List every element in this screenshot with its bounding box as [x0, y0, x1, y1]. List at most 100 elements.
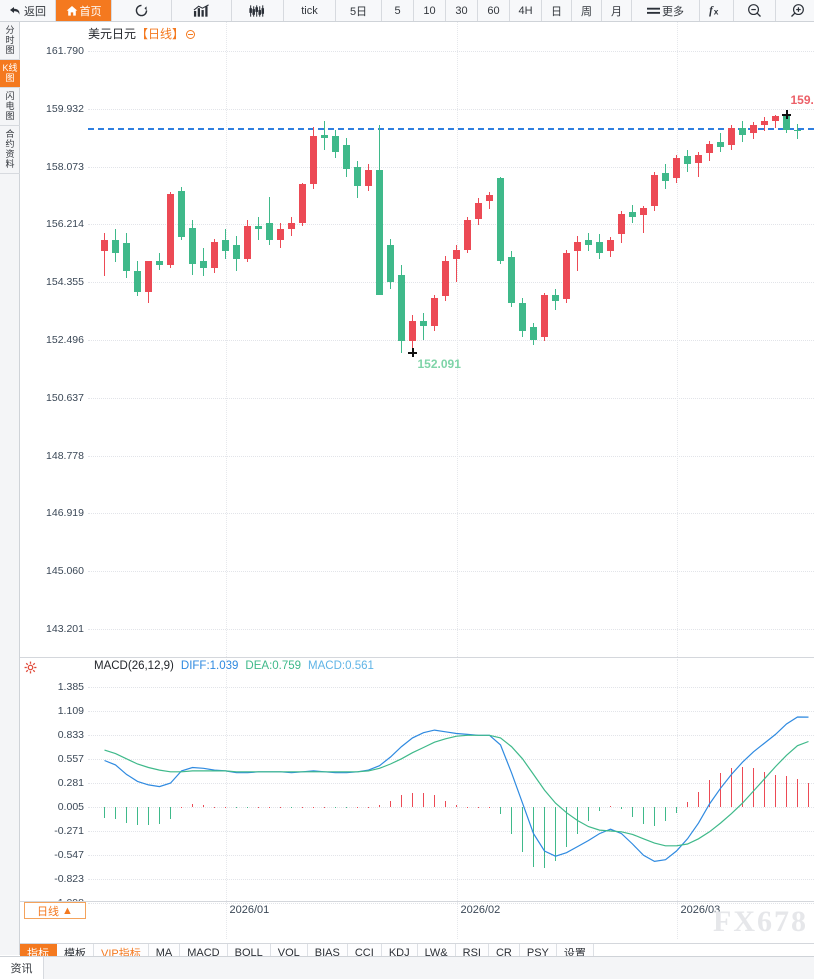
macd-histogram-bar: [400, 795, 403, 808]
function-button[interactable]: f x: [700, 0, 734, 21]
grid-line: [88, 807, 814, 809]
candlestick: [717, 22, 724, 658]
candle-body: [442, 260, 449, 297]
candlestick: [541, 22, 548, 658]
indicator-chart-button[interactable]: [172, 0, 232, 21]
tb-item-5day[interactable]: 5日: [336, 0, 382, 21]
macd-histogram-bar: [763, 771, 766, 808]
candlestick: [222, 22, 229, 658]
sidebar-item-contract-info[interactable]: 合约资料: [0, 126, 20, 174]
macd-histogram-bar: [103, 807, 106, 818]
macd-histogram-bar: [521, 807, 524, 852]
home-button[interactable]: 首页: [56, 0, 112, 21]
candlestick: [453, 22, 460, 658]
candlestick: [508, 22, 515, 658]
macd-y-tick: -0.547: [54, 849, 84, 862]
price-y-tick: 148.778: [46, 449, 84, 462]
candle-body: [497, 178, 504, 261]
sidebar-item-kline-chart[interactable]: K线图: [0, 60, 20, 88]
candle-body: [156, 260, 163, 265]
candle-body: [596, 241, 603, 253]
candle-body: [629, 212, 636, 217]
extreme-marker-icon: [782, 110, 791, 120]
candle-wick: [455, 244, 457, 283]
period-selector-badge[interactable]: 日线 ▲: [24, 902, 86, 919]
macd-y-tick: 1.385: [57, 681, 84, 693]
candlestick: [596, 22, 603, 658]
macd-histogram-bar: [796, 778, 799, 808]
info-circle-icon[interactable]: [186, 30, 196, 39]
back-button[interactable]: 返回: [0, 0, 56, 21]
price-y-axis: 161.790 159.932 158.073 156.214 154.355 152.4…: [20, 22, 88, 657]
more-menu-button[interactable]: 更多: [632, 0, 700, 21]
tb-item-week[interactable]: 周: [572, 0, 602, 21]
candle-body: [200, 260, 207, 269]
candle-wick: [378, 125, 380, 174]
zoom-out-button[interactable]: [734, 0, 776, 21]
candle-body: [321, 134, 328, 138]
candle-body: [453, 249, 460, 259]
top-toolbar: 返回 首页: [0, 0, 814, 22]
macd-histogram-bar: [147, 807, 150, 825]
candlestick: [189, 22, 196, 658]
price-panel[interactable]: 美元日元【日线】 161.790 159.932 158.073 156.214 154…: [20, 22, 814, 658]
price-y-tick: 154.355: [46, 276, 84, 289]
sidebar-item-lightning-chart[interactable]: 闪电图: [0, 88, 20, 126]
macd-histogram-bar: [664, 807, 667, 822]
period-badge-label: 日线: [37, 905, 60, 918]
candlestick: [310, 22, 317, 658]
refresh-button[interactable]: [112, 0, 172, 21]
candle-body: [310, 136, 317, 185]
candle-wick: [774, 114, 776, 129]
candlestick: [288, 22, 295, 658]
tb-item-30min[interactable]: 30: [446, 0, 478, 21]
zoom-in-button[interactable]: [776, 0, 814, 21]
candlestick: [277, 22, 284, 658]
grid-line: [88, 455, 814, 457]
news-tab[interactable]: 资讯: [0, 957, 44, 979]
candlestick: [266, 22, 273, 658]
macd-macd-value: MACD:0.561: [308, 660, 374, 672]
tb-item-tick[interactable]: tick: [284, 0, 336, 21]
grid-line: [88, 783, 814, 785]
macd-panel[interactable]: MACD(26,12,9) DIFF:1.039 DEA:0.759 MACD:0.5…: [20, 659, 814, 939]
candle-body: [695, 154, 702, 163]
candlestick: [673, 22, 680, 658]
reference-price-line: [88, 128, 814, 131]
grid-line: [88, 571, 814, 573]
candle-body: [794, 129, 801, 132]
price-plot[interactable]: 159.743 152.091: [88, 22, 814, 657]
candlestick: [662, 22, 669, 658]
candlestick: [519, 22, 526, 658]
macd-histogram-bar: [268, 807, 271, 809]
tb-item-60min[interactable]: 60: [478, 0, 510, 21]
macd-histogram-bar: [224, 807, 227, 809]
candle-body: [585, 240, 592, 245]
candle-body: [134, 270, 141, 292]
settings-gear-icon[interactable]: [24, 661, 37, 674]
tb-item-day[interactable]: 日: [542, 0, 572, 21]
candlestick: [728, 22, 735, 658]
price-y-tick: 150.637: [46, 391, 84, 404]
macd-line-dea: [104, 734, 809, 847]
price-y-tick: 161.790: [46, 44, 84, 57]
candle-wick: [719, 133, 721, 152]
macd-histogram-bar: [620, 807, 623, 810]
sidebar-item-timeline-chart[interactable]: 分时图: [0, 22, 20, 60]
candle-body: [673, 157, 680, 179]
candlestick: [695, 22, 702, 658]
candle-body: [343, 145, 350, 169]
candle-body: [332, 136, 339, 152]
chart-area: 美元日元【日线】 161.790 159.932 158.073 156.214 154…: [20, 22, 814, 955]
macd-histogram-bar: [477, 807, 480, 809]
candlestick-button[interactable]: [232, 0, 284, 21]
candlestick: [563, 22, 570, 658]
macd-plot[interactable]: [88, 659, 814, 939]
candlestick: [530, 22, 537, 658]
tb-item-4hour[interactable]: 4H: [510, 0, 542, 21]
tb-item-10min[interactable]: 10: [414, 0, 446, 21]
candlestick: [497, 22, 504, 658]
tb-item-5min[interactable]: 5: [382, 0, 414, 21]
tb-item-month[interactable]: 月: [602, 0, 632, 21]
candle-body: [354, 167, 361, 186]
